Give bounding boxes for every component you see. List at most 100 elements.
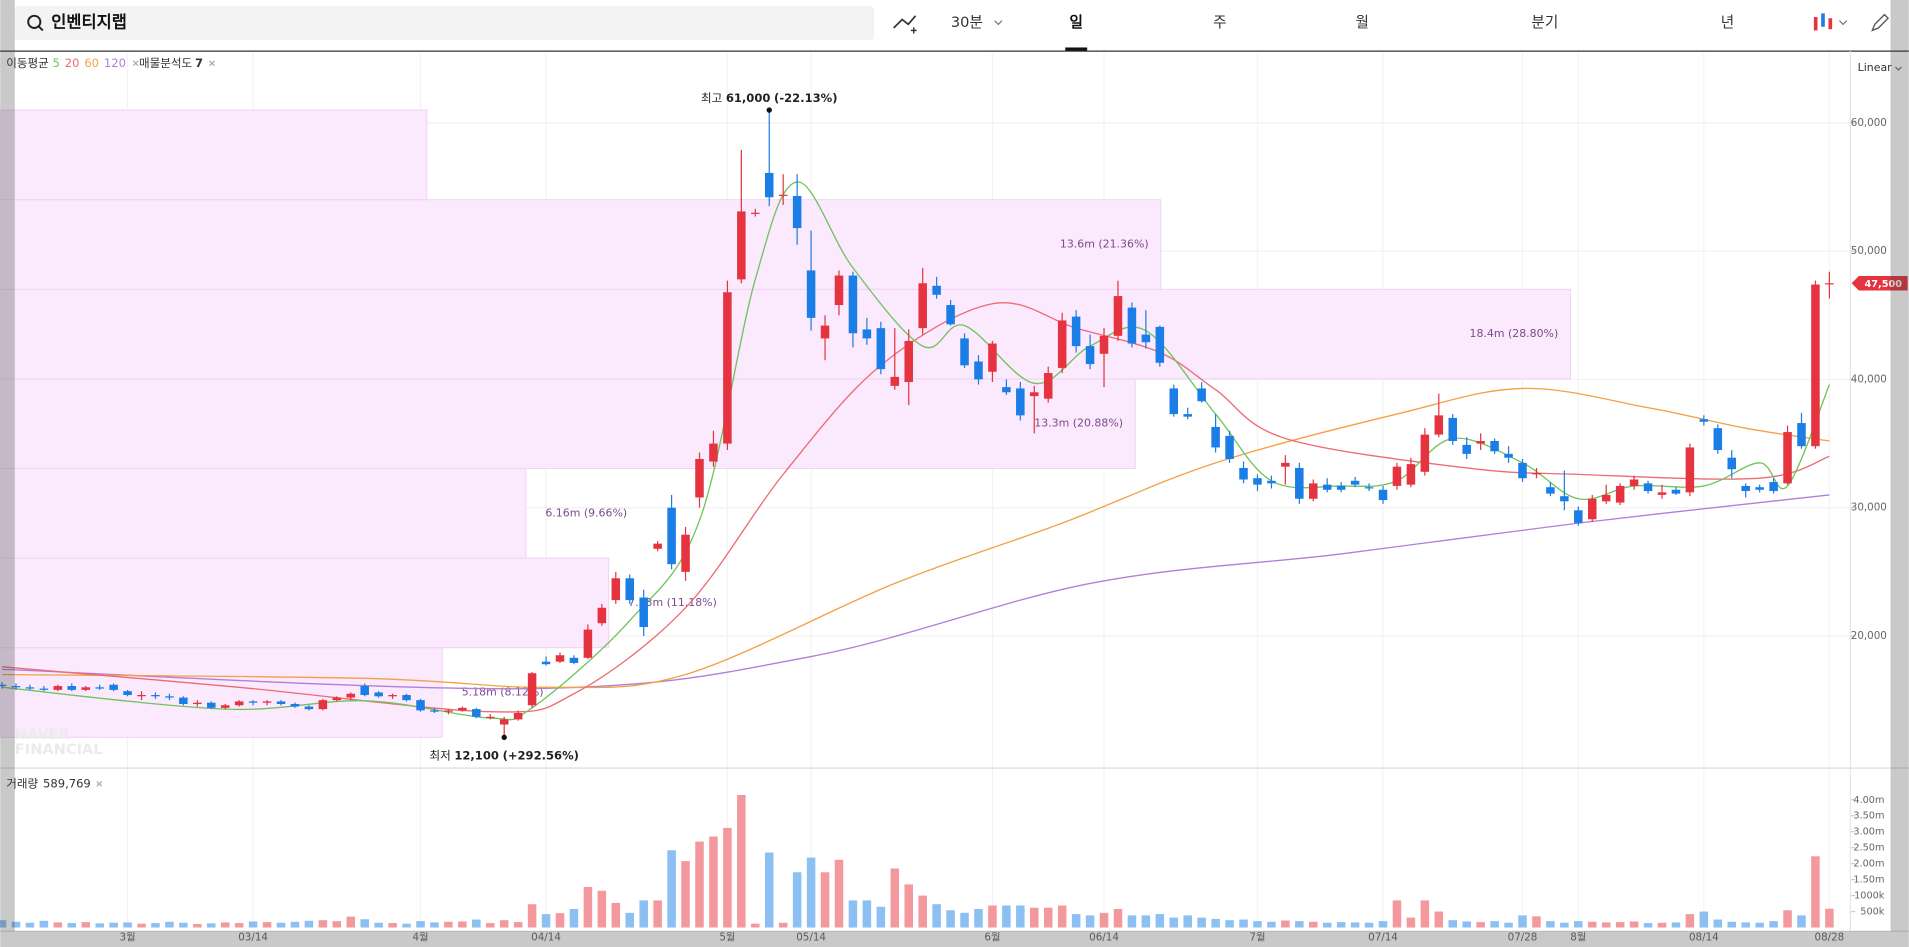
- volume-bar: [597, 890, 607, 928]
- extreme-label-part: 최고: [701, 90, 722, 104]
- close-icon[interactable]: [209, 60, 215, 67]
- candle-icon[interactable]: [1821, 13, 1825, 27]
- legend-entry: 60: [84, 56, 99, 70]
- x-tick-label: 06/14: [1089, 931, 1119, 943]
- scale-caret: [1894, 66, 1902, 71]
- volume-bar: [792, 872, 802, 928]
- candle-body: [1490, 441, 1499, 452]
- period-tab[interactable]: 년: [1721, 14, 1734, 31]
- volume-bar: [25, 922, 35, 928]
- candle-body: [81, 687, 90, 690]
- candle-body: [1378, 489, 1388, 501]
- candle-body: [1016, 388, 1025, 416]
- volume-bar: [1643, 923, 1653, 928]
- y-tick-label: 2.00m: [1853, 859, 1884, 870]
- candle-body: [1546, 487, 1555, 494]
- y-tick-label: 1.50m: [1853, 875, 1884, 886]
- candle-body: [639, 597, 648, 628]
- candle-body: [1811, 284, 1820, 447]
- candle-body: [1295, 467, 1304, 499]
- chart-area: 20,000 30,000 40,000 50,000 60,000 500k 1000k 1…: [0, 52, 1908, 943]
- search-box[interactable]: [14, 6, 875, 41]
- candle-body: [416, 700, 425, 711]
- extreme-label-part: 12,100: [454, 748, 499, 762]
- watermark: FINANCIAL: [15, 741, 103, 758]
- volume-bar: [1043, 907, 1053, 928]
- candle-body: [527, 673, 537, 706]
- volume-bar: [1462, 921, 1471, 928]
- volume-bar: [932, 904, 941, 928]
- volume-bar: [1113, 909, 1123, 928]
- candle-body: [1211, 426, 1220, 448]
- candle-body: [1699, 419, 1709, 422]
- ma-label: 이동평균: [6, 56, 49, 70]
- volume-bar: [555, 913, 565, 928]
- candle-body: [402, 695, 411, 701]
- interval[interactable]: 30분: [951, 14, 983, 31]
- candle-body: [1099, 335, 1109, 354]
- volume-bar: [346, 916, 356, 928]
- y-tick-label: 3.00m: [1853, 827, 1884, 838]
- price-tag: [1851, 275, 1908, 291]
- close-icon: [96, 781, 103, 787]
- volume-bar: [639, 900, 648, 928]
- period-tab[interactable]: 주: [1213, 14, 1226, 31]
- volume-bar: [653, 900, 662, 928]
- profile-band: [0, 288, 1571, 380]
- candle-body: [0, 684, 7, 687]
- chart-type-icon[interactable]: [893, 15, 917, 29]
- dim-left: [0, 0, 15, 947]
- volume-bar: [890, 868, 900, 928]
- candle-caret: [1838, 20, 1848, 26]
- candle-icon[interactable]: [1828, 18, 1833, 30]
- volume-bar: [541, 914, 551, 928]
- period-tab[interactable]: 월: [1356, 14, 1369, 31]
- volume-bar: [513, 922, 523, 928]
- volume-bar: [1239, 919, 1248, 928]
- candle-body: [109, 684, 118, 690]
- candle-body: [151, 695, 160, 697]
- candle-body: [1741, 485, 1750, 492]
- search-icon: [37, 25, 44, 32]
- candle-body: [820, 325, 830, 339]
- volume-bar: [374, 922, 383, 928]
- candle-body: [904, 340, 913, 383]
- volume-bar: [1295, 921, 1304, 928]
- volume-bar: [81, 922, 90, 928]
- extreme-marker: [766, 107, 772, 113]
- search-text[interactable]: 인벤티지랩: [51, 13, 127, 32]
- volume-bar: [248, 921, 258, 928]
- volume-bar: [1532, 916, 1541, 928]
- volume-bar: [1071, 914, 1081, 928]
- candle-body: [862, 329, 872, 339]
- volume-bar: [1797, 915, 1806, 928]
- period-tab[interactable]: 분기: [1531, 14, 1558, 31]
- candle-body: [388, 695, 397, 697]
- candle-body: [165, 696, 174, 698]
- scale-label[interactable]: Linear: [1858, 61, 1892, 74]
- x-tick-label: 4월: [412, 931, 428, 943]
- volume-bar: [485, 923, 495, 928]
- candle-body: [1336, 485, 1346, 490]
- x-tick-label: 3월: [120, 931, 136, 943]
- x-tick-label: 07/28: [1508, 931, 1538, 943]
- candle-body: [1141, 334, 1151, 343]
- volume-bar: [1574, 921, 1583, 928]
- candle-body: [541, 661, 551, 665]
- volume-bar: [11, 921, 21, 928]
- candle-body: [1350, 480, 1360, 485]
- draw-icon[interactable]: [1871, 13, 1890, 32]
- candle-body: [290, 703, 300, 707]
- candle-body: [1671, 489, 1681, 494]
- candle-body: [1043, 373, 1053, 399]
- volume-bar: [1225, 920, 1234, 928]
- candle-body: [1030, 392, 1039, 397]
- volume-bar: [1434, 911, 1444, 928]
- volume-bar: [39, 920, 49, 928]
- candle-body: [276, 701, 286, 704]
- y-tick-label: 20,000: [1851, 630, 1887, 642]
- volume-bar: [764, 852, 774, 928]
- period-tab[interactable]: 일: [1070, 14, 1083, 31]
- candle-body: [1601, 494, 1611, 502]
- candle-icon[interactable]: [1813, 17, 1818, 31]
